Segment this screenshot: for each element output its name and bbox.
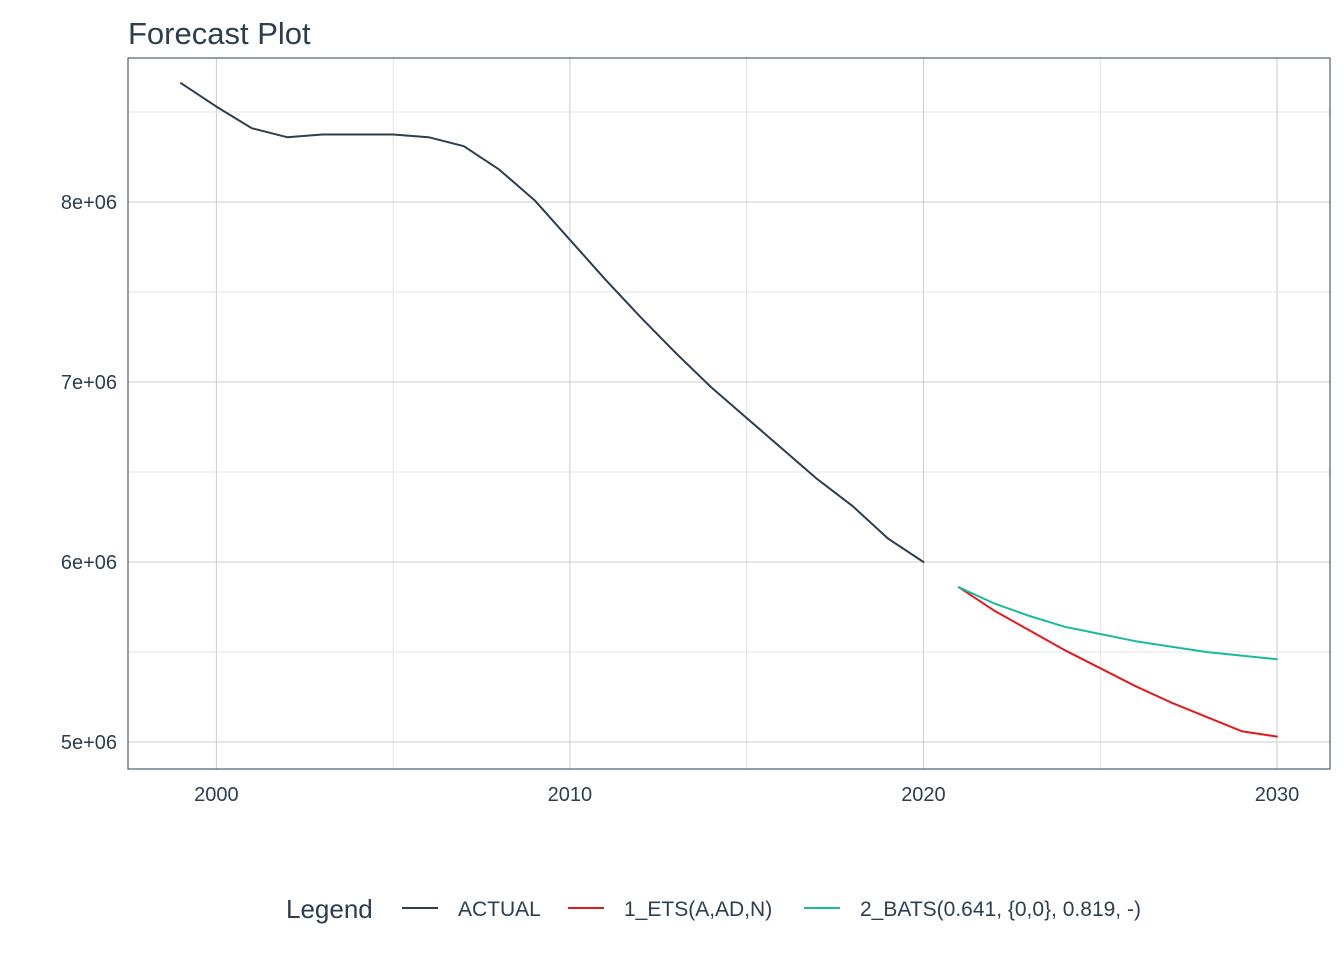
y-axis-ticks: 5e+06 6e+06 7e+06 8e+06: [61, 192, 117, 754]
series-line-2: [957, 586, 1278, 661]
series-line-0: [180, 82, 925, 563]
plot-panel-border: [127, 57, 1331, 770]
y-tick-label: 6e+06: [61, 552, 117, 574]
y-tick-label: 8e+06: [61, 192, 117, 214]
y-tick-label: 7e+06: [61, 372, 117, 394]
series-line-1: [957, 586, 1278, 738]
legend: Legend ACTUAL 1_ETS(A,AD,N) 2_BATS(0.641, …: [286, 894, 1141, 924]
legend-label-2: 2_BATS(0.641, {0,0}, 0.819, -): [860, 898, 1141, 921]
legend-title: Legend: [286, 894, 373, 924]
series-lines: [180, 82, 1278, 738]
y-tick-label: 5e+06: [61, 732, 117, 754]
legend-label-0: ACTUAL: [458, 898, 541, 921]
x-tick-label: 2010: [548, 784, 593, 806]
x-tick-label: 2000: [194, 784, 239, 806]
legend-label-1: 1_ETS(A,AD,N): [624, 898, 772, 921]
grid-lines: [128, 58, 1330, 769]
x-tick-label: 2030: [1255, 784, 1300, 806]
x-axis-ticks: 2000 2010 2020 2030: [194, 784, 1299, 806]
chart-title: Forecast Plot: [128, 16, 311, 51]
x-tick-label: 2020: [901, 784, 946, 806]
